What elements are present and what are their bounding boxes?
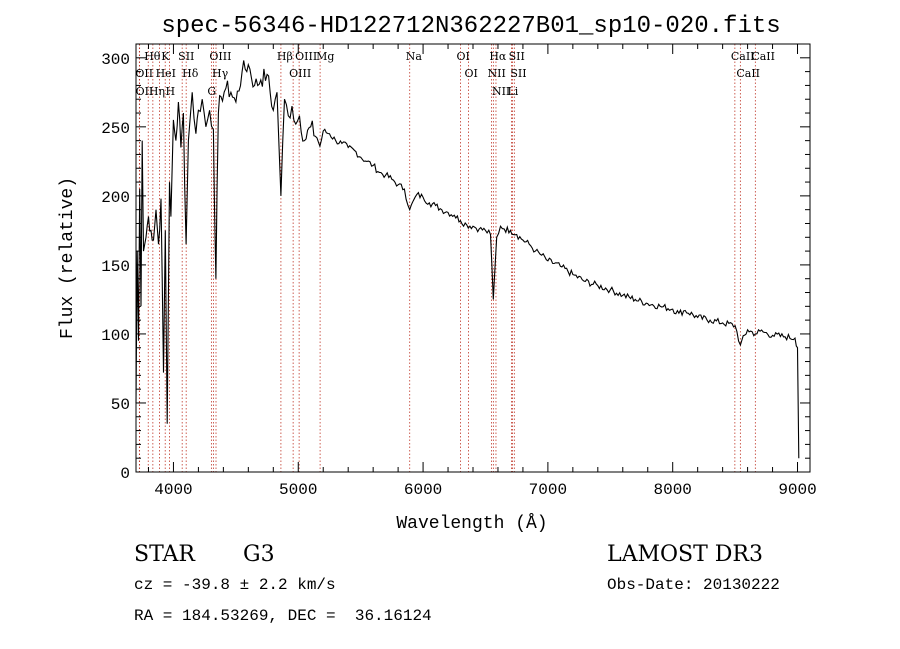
x-tick-label: 4000 <box>154 481 192 499</box>
line-marker-label: Hδ <box>182 67 199 80</box>
line-marker-label: NII <box>492 85 510 98</box>
line-marker-label: SII <box>510 67 526 80</box>
line-marker-label: Mg <box>316 50 334 63</box>
line-marker-label: CaII <box>736 67 760 80</box>
plot-frame <box>135 43 811 473</box>
object-subclass: G3 <box>243 542 275 567</box>
line-marker-label: CaII <box>751 50 775 63</box>
redshift-readout: cz = -39.8 ± 2.2 km/s <box>134 576 336 594</box>
chart-title: spec-56346-HD122712N362227B01_sp10-020.f… <box>161 13 780 40</box>
line-marker-label: Hη <box>149 85 165 98</box>
line-marker-label: HeI <box>156 67 176 80</box>
line-marker-label: SII <box>509 50 525 63</box>
line-marker-label: OII <box>136 85 154 98</box>
line-marker-label: OI <box>457 50 470 63</box>
y-tick-label: 100 <box>101 327 130 345</box>
y-tick-label: 300 <box>101 51 130 69</box>
y-tick-label: 0 <box>120 465 130 483</box>
line-marker-label: OII <box>135 67 153 80</box>
y-tick-label: 50 <box>111 396 130 414</box>
x-axis-ticks: 4000 5000 6000 7000 8000 9000 <box>147 44 817 499</box>
line-marker-label: Hγ <box>212 67 229 80</box>
obs-date: Obs-Date: 20130222 <box>607 576 780 594</box>
x-tick-label: 5000 <box>279 481 317 499</box>
line-marker-label: OIII <box>209 50 231 63</box>
line-marker-label: OIII <box>289 67 311 80</box>
x-tick-label: 8000 <box>654 481 692 499</box>
y-tick-label: 250 <box>101 120 130 138</box>
object-class: STAR <box>134 542 196 567</box>
x-axis-label: Wavelength (Å) <box>396 513 547 534</box>
line-marker-label: Hα <box>489 50 507 63</box>
line-marker-label: SII <box>178 50 194 63</box>
line-marker-label: Li <box>507 85 518 98</box>
flux-series-line <box>135 60 800 459</box>
line-marker-label: K <box>161 50 170 63</box>
y-axis-ticks: 0 50 100 150 200 250 300 <box>101 51 810 483</box>
y-axis-label: Flux (relative) <box>58 177 78 339</box>
spectral-line-markers <box>138 44 756 472</box>
x-tick-label: 9000 <box>778 481 816 499</box>
line-marker-label: G <box>207 85 216 98</box>
line-marker-label: CaII <box>731 50 755 63</box>
survey-name: LAMOST DR3 <box>607 542 763 567</box>
y-tick-label: 200 <box>101 189 130 207</box>
line-marker-label: Hθ <box>144 50 161 63</box>
y-tick-label: 150 <box>101 258 130 276</box>
x-tick-label: 6000 <box>404 481 442 499</box>
line-marker-label: Hβ <box>277 50 293 63</box>
line-marker-label: H <box>165 85 175 98</box>
coordinates: RA = 184.53269, DEC = 36.16124 <box>134 607 432 625</box>
line-marker-label: Na <box>406 50 423 63</box>
x-tick-label: 7000 <box>529 481 567 499</box>
line-marker-label: NII <box>487 67 505 80</box>
line-marker-label: OI <box>465 67 478 80</box>
line-marker-label: OIII <box>295 50 317 63</box>
